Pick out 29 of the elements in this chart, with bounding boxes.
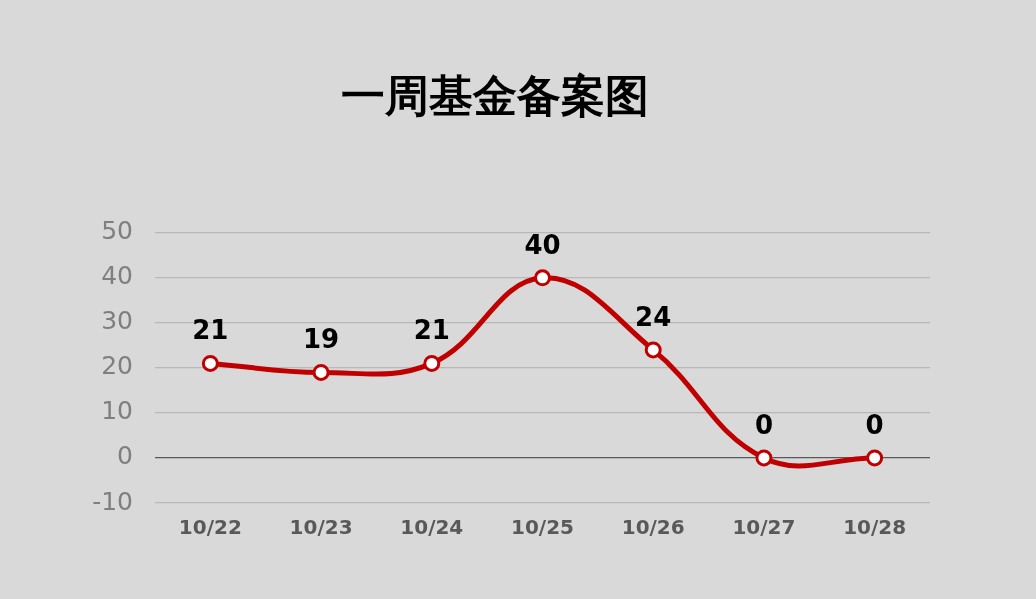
x-tick-label: 10/27 bbox=[732, 515, 796, 540]
x-tick-label: 10/25 bbox=[511, 515, 574, 540]
point bbox=[644, 341, 662, 359]
point bbox=[866, 449, 884, 467]
data-label: 19 bbox=[302, 324, 340, 355]
point bbox=[423, 354, 441, 372]
chart-title: 一周基金备案图 bbox=[341, 69, 649, 121]
y-tick-label: 10 bbox=[101, 396, 133, 426]
point bbox=[312, 363, 330, 381]
point bbox=[201, 354, 219, 372]
x-tick-label: 10/28 bbox=[843, 515, 907, 540]
y-tick-label: 40 bbox=[101, 261, 133, 291]
point bbox=[755, 449, 773, 467]
y-tick-label: 30 bbox=[101, 306, 133, 336]
data-label: 0 bbox=[754, 409, 773, 440]
data-label: 24 bbox=[635, 301, 672, 332]
data-label: 0 bbox=[865, 409, 884, 440]
data-label: 40 bbox=[524, 229, 561, 260]
y-tick-label: 50 bbox=[101, 216, 133, 246]
y-tick-label: 20 bbox=[101, 351, 133, 381]
y-tick-label: 0 bbox=[117, 441, 133, 471]
x-tick-label: 10/22 bbox=[178, 515, 242, 540]
x-tick-label: 10/23 bbox=[289, 515, 353, 540]
x-tick-label: 10/24 bbox=[400, 515, 464, 540]
point bbox=[534, 269, 551, 287]
x-tick-label: 10/26 bbox=[621, 515, 685, 540]
data-label: 21 bbox=[413, 315, 450, 346]
y-tick-label: -10 bbox=[92, 486, 133, 516]
data-label: 21 bbox=[192, 315, 229, 346]
